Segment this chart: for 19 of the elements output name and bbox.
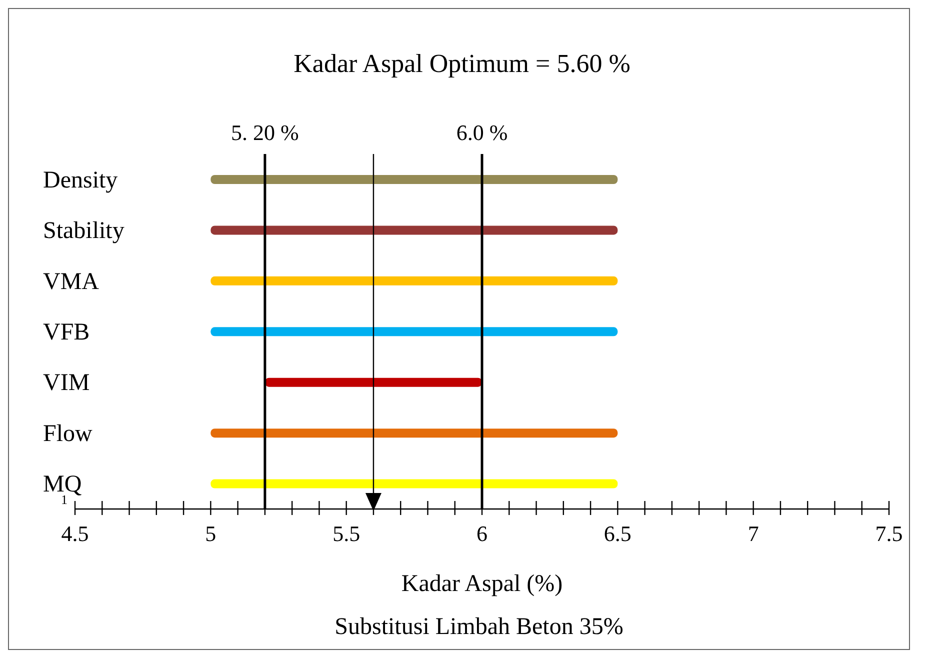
y-tick-label: Density <box>43 167 118 194</box>
x-tick-label: 7 <box>748 521 759 546</box>
y-tick-label: VMA <box>43 268 100 295</box>
y-tick-label: Flow <box>43 420 94 447</box>
x-tick-label: 7.5 <box>875 521 903 546</box>
text: 1 <box>61 492 68 508</box>
ref-line-label: 6.0 % <box>456 120 508 145</box>
x-tick-label: 5.5 <box>332 521 360 546</box>
x-tick-label: 5 <box>205 521 216 546</box>
x-tick-label: 4.5 <box>61 521 89 546</box>
y-tick-label: VFB <box>43 320 90 346</box>
chart-title: Kadar Aspal Optimum = 5.60 % <box>292 49 632 79</box>
y-tick-label: VIM <box>43 370 90 396</box>
x-tick-label: 6 <box>476 521 488 546</box>
ref-line-label: 5. 20 % <box>231 120 299 145</box>
x-tick-label: 6.5 <box>604 521 632 546</box>
y-tick-label: Stability <box>43 218 124 244</box>
text: Substitusi Limbah Beton 35% <box>334 614 624 641</box>
x-axis-title: Kadar Aspal (%) <box>401 571 563 597</box>
